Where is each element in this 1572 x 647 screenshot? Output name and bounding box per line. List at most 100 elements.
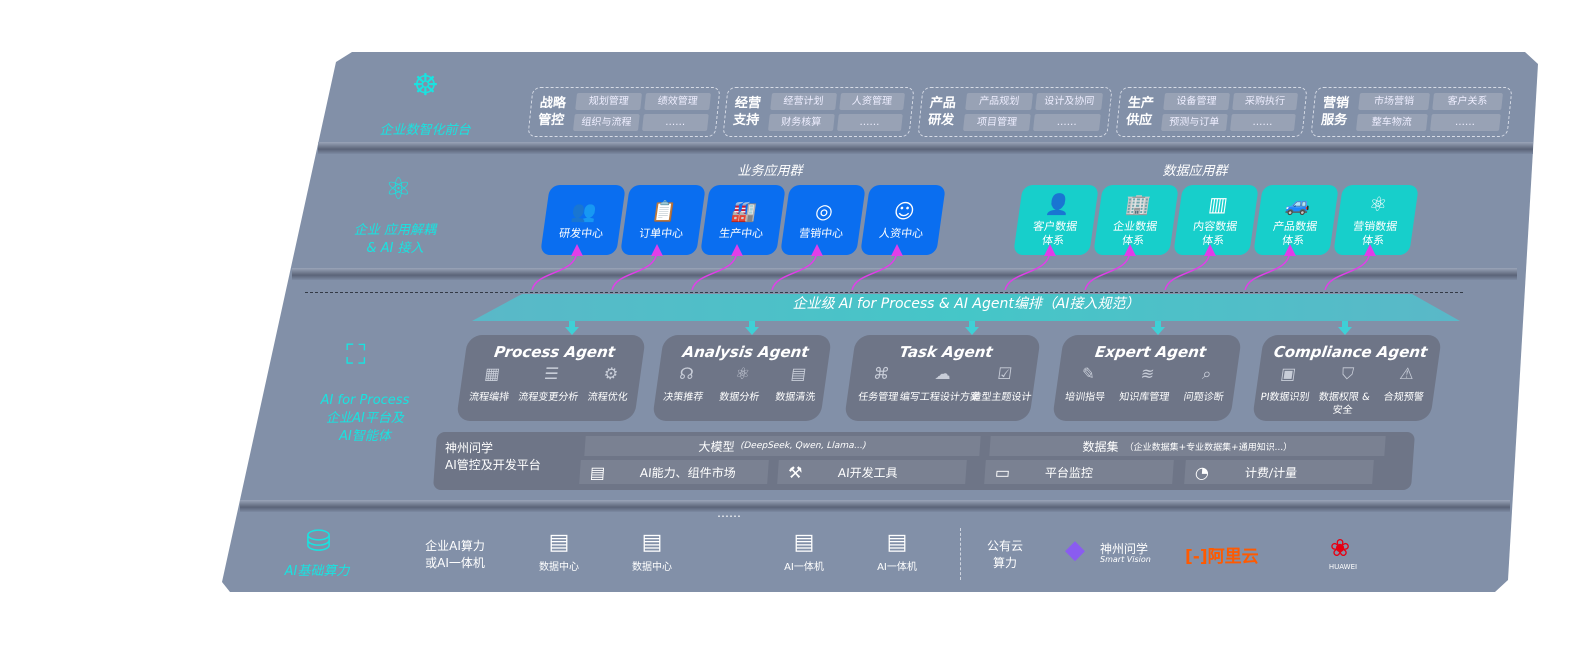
feature-label: 知识库管理	[1118, 392, 1171, 403]
agent-feature: ☊ 决策推荐	[655, 364, 716, 404]
database-icon: ⛁	[306, 524, 332, 559]
face-scan-icon: ⛶	[346, 338, 366, 371]
data-apps-title: 数据应用群	[1162, 164, 1228, 179]
brain-icon: ☸	[412, 68, 439, 103]
feature-label: 培训指导	[1064, 392, 1106, 403]
agent-feature: ☁ 编写工程设计方案	[899, 364, 981, 404]
down-arrow-icon	[1151, 321, 1165, 335]
server-icon: ▤	[886, 530, 908, 555]
connector-arrow	[1324, 244, 1376, 291]
feature-label: 数据清洗	[774, 392, 817, 403]
cloud-icon: ☁	[933, 364, 953, 383]
compute-node-label: 数据中心	[539, 562, 579, 573]
agent-features: ▣ PI数据识别 ⛉ 数据权限 & 安全 ⚠ 合规预警	[1253, 364, 1438, 417]
compute-node-label: 数据中心	[632, 562, 672, 573]
platform-tool[interactable]: ⚒ AI开发工具	[777, 460, 967, 484]
compute-node: ▤ 数据中心	[628, 528, 676, 573]
connector-arrow	[1004, 244, 1056, 291]
feature-label: 数据权限 & 安全	[1317, 392, 1371, 416]
feature-label: 任务管理	[857, 392, 899, 403]
agent-card[interactable]: Analysis Agent ☊ 决策推荐 ⚛ 数据分析 ▤ 数据清洗	[651, 335, 833, 421]
agent-feature: ⚠ 合规预警	[1371, 364, 1437, 417]
optimize-icon: ⚙	[602, 364, 620, 383]
alert-icon: ⚠	[1398, 364, 1416, 383]
agent-feature: ⚛ 数据分析	[711, 364, 772, 404]
divider	[292, 268, 1517, 280]
agent-feature: ⌕ 问题诊断	[1173, 364, 1237, 404]
tool-label: AI能力、组件市场	[639, 465, 737, 480]
compute-node: ▤ AI一体机	[780, 528, 828, 573]
agent-name: Process Agent	[493, 343, 617, 361]
dashed-divider	[305, 292, 1463, 293]
layer-label-apps: 企业 应用解耦 & AI 接入	[353, 223, 437, 256]
aliyun-logo: [-]阿里云	[1185, 542, 1259, 567]
diagnose-icon: ⌕	[1201, 364, 1213, 383]
agent-name: Compliance Agent	[1272, 343, 1429, 361]
agent-features: ⌘ 任务管理 ☁ 编写工程设计方案 ☑ 造型主题设计	[846, 364, 1036, 404]
agent-feature: ✎ 培训指导	[1055, 364, 1119, 404]
vendor-smart-vision: 神州问学	[1100, 542, 1149, 556]
dev-tool-icon: ⚒	[787, 462, 804, 482]
head-icon: ☊	[678, 364, 696, 383]
agent-features: ✎ 培训指导 ≋ 知识库管理 ⌕ 问题诊断	[1054, 364, 1237, 404]
agent-feature: ⛉ 数据权限 & 安全	[1312, 364, 1378, 417]
connector-arrow	[531, 244, 583, 291]
agent-feature: ▣ PI数据识别	[1253, 364, 1319, 417]
vendor-aliyun: 阿里云	[1207, 547, 1259, 567]
down-arrow-icon	[745, 321, 759, 335]
dataset-label: 数据集	[1082, 439, 1120, 454]
monitor-icon: ▭	[994, 462, 1011, 482]
dataset-bar: 数据集 （企业数据集+专业数据集+通用知识...）	[989, 436, 1386, 456]
id-card-icon: ▣	[1279, 364, 1298, 383]
agent-feature: ⚙ 流程优化	[577, 364, 641, 404]
feature-label: 编写工程设计方案	[898, 392, 981, 403]
agent-feature: ☰ 流程变更分析	[517, 364, 582, 404]
connector-arrow	[771, 244, 823, 291]
agent-features: ☊ 决策推荐 ⚛ 数据分析 ▤ 数据清洗	[654, 364, 827, 404]
list-icon: ☰	[543, 364, 561, 383]
agent-name: Expert Agent	[1093, 343, 1208, 361]
connector-arrow	[1084, 244, 1136, 291]
pen-icon: ✎	[1080, 364, 1097, 383]
flow-chart-icon: ▦	[483, 364, 502, 383]
vendor-smart-vision-sub: Smart Vision	[1100, 555, 1151, 564]
compute-node-label: ……	[717, 506, 741, 520]
feature-label: 流程优化	[586, 392, 629, 403]
compute-node-label: AI一体机	[784, 562, 824, 573]
agent-card[interactable]: Compliance Agent ▣ PI数据识别 ⛉ 数据权限 & 安全 ⚠ 合规预警	[1251, 335, 1443, 421]
connector-arrow	[1244, 244, 1296, 291]
platform-title: 神州问学 AI管控及开发平台	[445, 441, 541, 472]
down-arrow-icon	[965, 321, 979, 335]
platform-tool[interactable]: ▤ AI能力、组件市场	[579, 460, 769, 484]
feature-label: 决策推荐	[662, 392, 705, 403]
server-icon: ▤	[793, 530, 815, 555]
agent-feature: ≋ 知识库管理	[1114, 364, 1178, 404]
tool-label: 平台监控	[1044, 465, 1094, 480]
aliyun-bracket-icon: [-]	[1185, 547, 1208, 567]
feature-label: 问题诊断	[1182, 392, 1225, 403]
atom-icon: ⚛	[734, 364, 752, 383]
agent-card[interactable]: Task Agent ⌘ 任务管理 ☁ 编写工程设计方案 ☑ 造型主题设计	[843, 335, 1042, 421]
network-icon: ⌘	[872, 364, 891, 383]
market-icon: ▤	[589, 462, 606, 482]
server-icon: ▤	[548, 530, 570, 555]
model-note: (DeepSeek, Qwen, Llama...)	[740, 441, 867, 451]
orchestration-banner	[472, 294, 1460, 321]
platform-tool[interactable]: ▭ 平台监控	[984, 460, 1174, 484]
compute-node-label: AI一体机	[877, 562, 917, 573]
compute-node: ▤ AI一体机	[873, 528, 921, 573]
dataset-note: （企业数据集+专业数据集+通用知识...）	[1124, 442, 1293, 453]
connector-arrow	[851, 244, 903, 291]
agent-card[interactable]: Process Agent ▦ 流程编排 ☰ 流程变更分析 ⚙ 流程优化	[455, 335, 647, 421]
tool-label: AI开发工具	[837, 465, 899, 480]
connector-arrow	[1164, 244, 1216, 291]
gauge-icon: ◔	[1194, 462, 1210, 482]
down-arrow-icon	[1338, 321, 1352, 335]
model-label: 大模型	[698, 439, 736, 454]
feature-label: 造型主题设计	[970, 392, 1033, 403]
platform-tool[interactable]: ◔ 计费/计量	[1184, 460, 1374, 484]
layer-label-ai-en: AI for Process	[320, 393, 410, 408]
layer-label-infra: AI基础算力	[284, 564, 350, 579]
agent-card[interactable]: Expert Agent ✎ 培训指导 ≋ 知识库管理 ⌕ 问题诊断	[1051, 335, 1243, 421]
tool-label: 计费/计量	[1244, 465, 1298, 480]
